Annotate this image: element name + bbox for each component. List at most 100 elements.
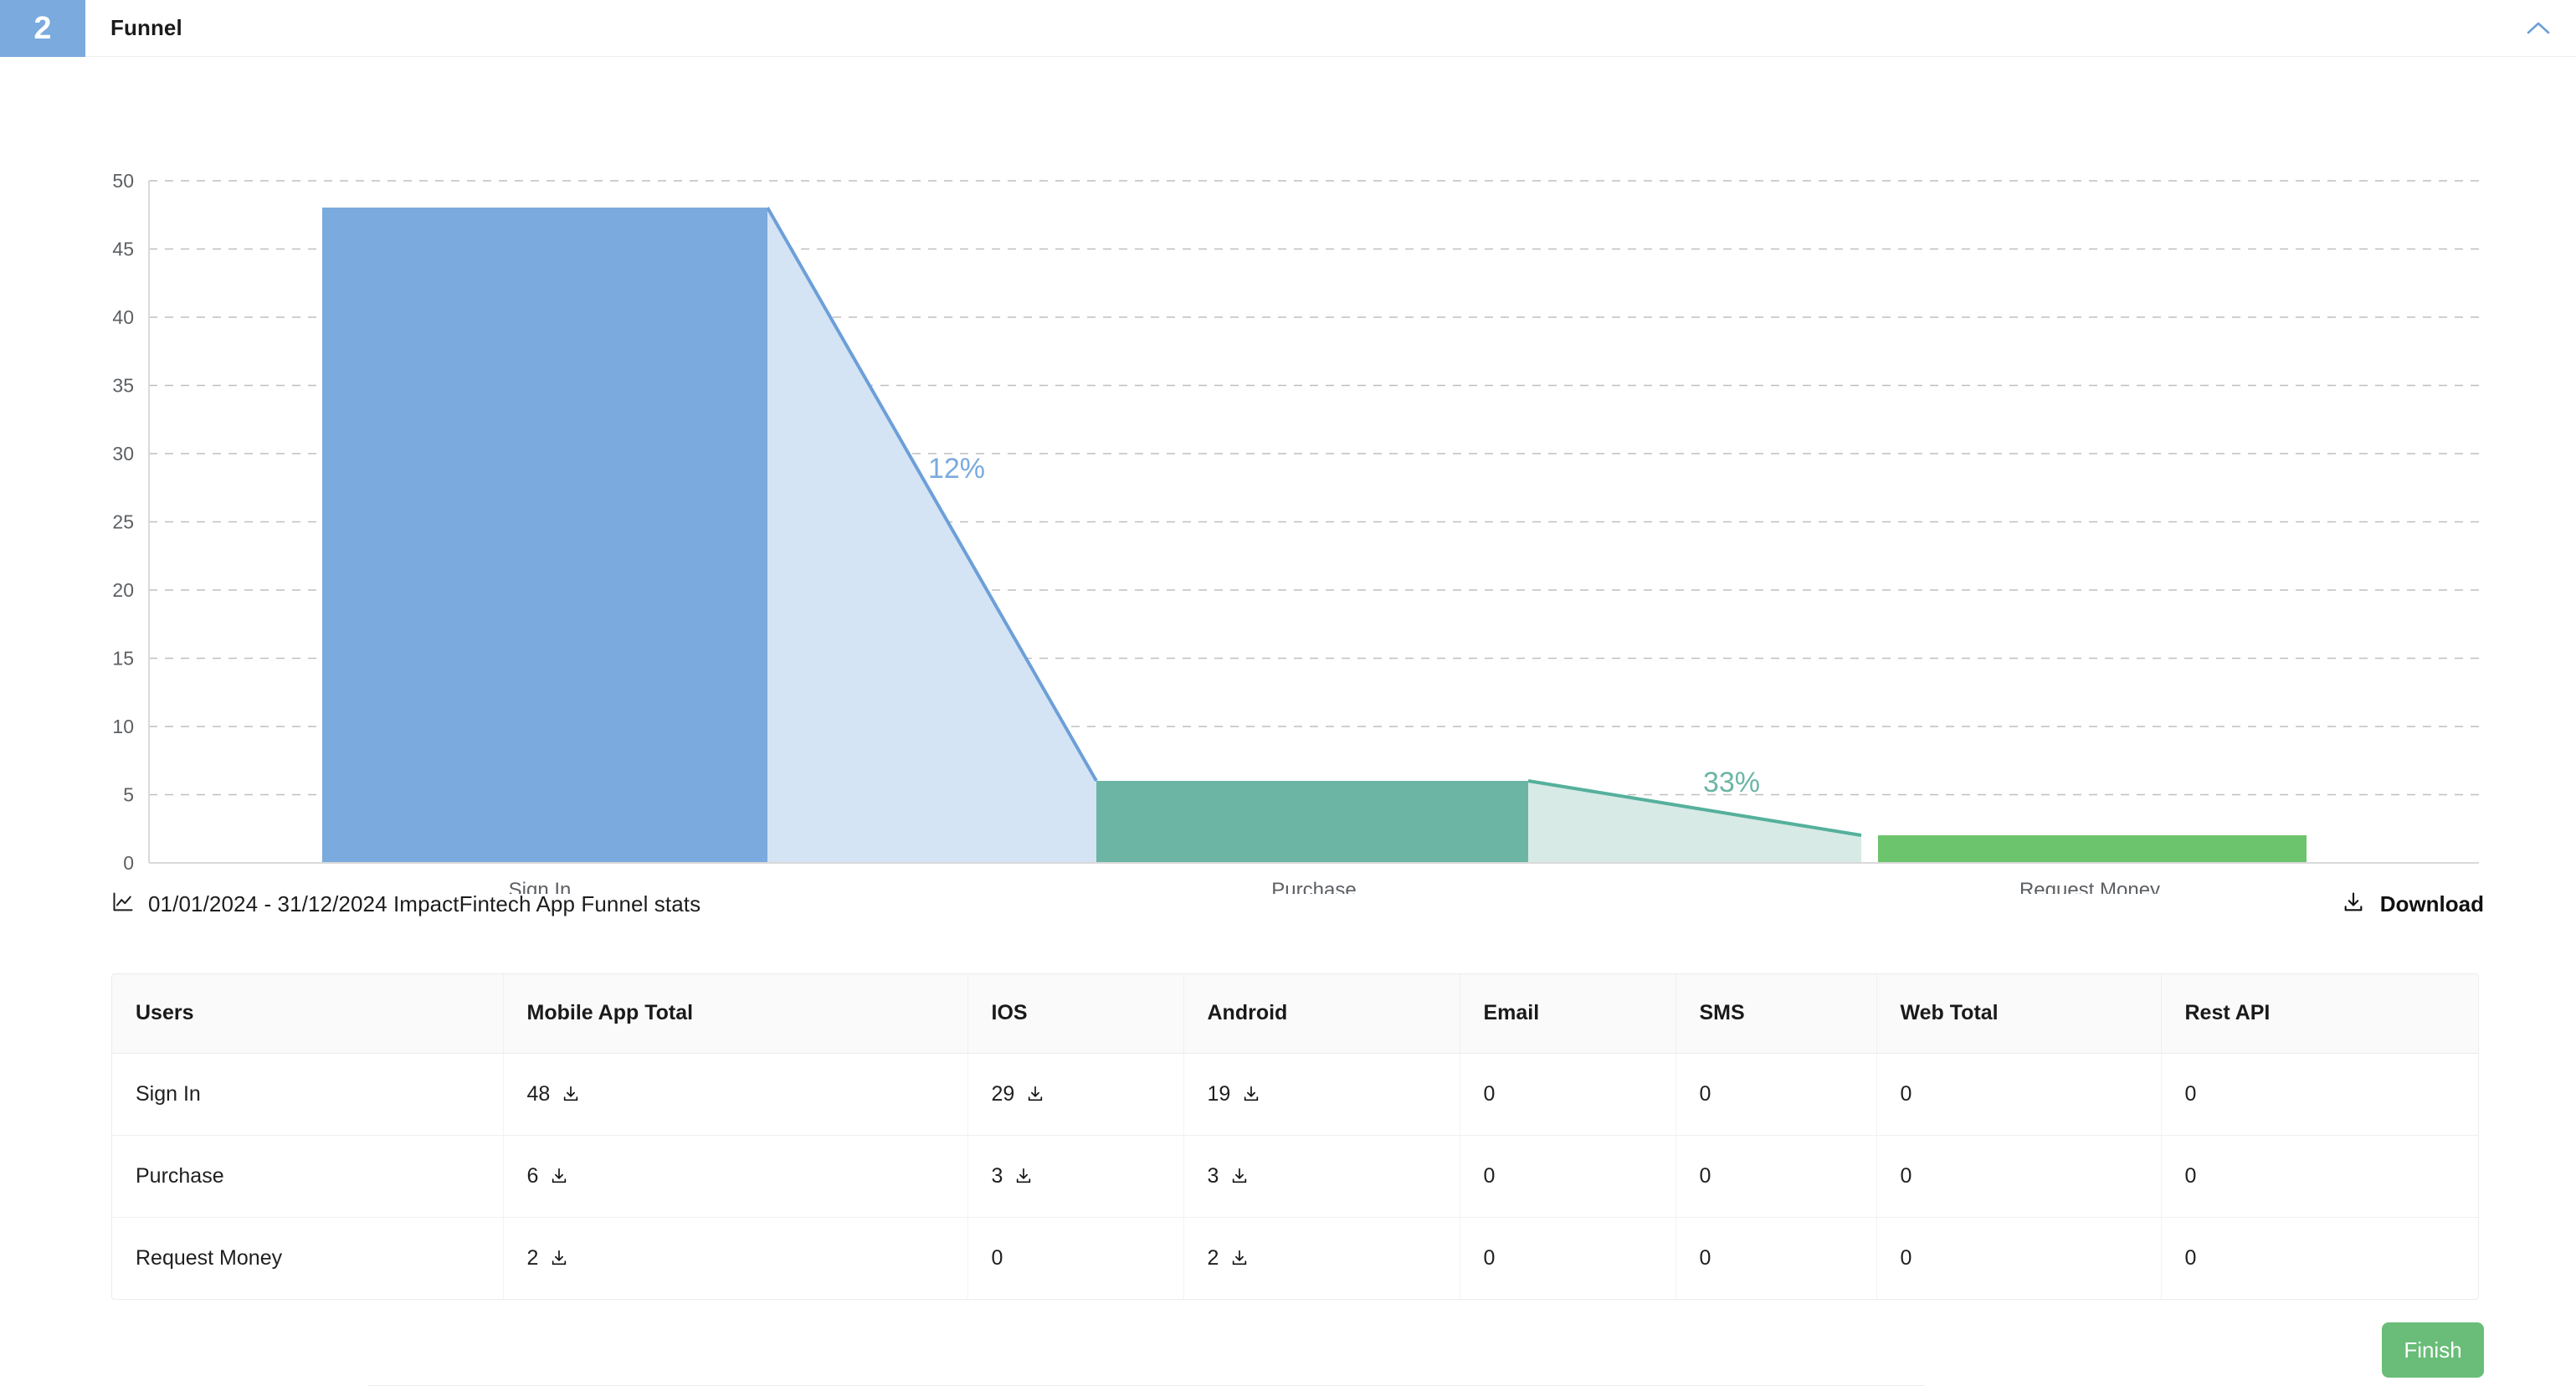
column-header-users: Users bbox=[112, 974, 504, 1054]
cell-value: 0 bbox=[2184, 1245, 2197, 1270]
column-header-mobile-app-total: Mobile App Total bbox=[503, 974, 968, 1054]
funnel-connector-purchase-requestmoney bbox=[1528, 781, 1861, 863]
y-tick-15: 15 bbox=[112, 648, 134, 670]
cell-sms: 0 bbox=[1675, 1053, 1877, 1136]
conversion-label-12: 12% bbox=[928, 453, 985, 485]
cell-users: Sign In bbox=[112, 1053, 504, 1136]
cell-value: 0 bbox=[1483, 1163, 1496, 1188]
finish-button[interactable]: Finish bbox=[2382, 1322, 2484, 1378]
y-tick-50: 50 bbox=[112, 170, 134, 192]
cell-users: Request Money bbox=[112, 1217, 504, 1299]
cell-value: 2 bbox=[1207, 1245, 1219, 1270]
cell-value: 0 bbox=[991, 1245, 1003, 1270]
chart-date-range-and-description: 01/01/2024 - 31/12/2024 ImpactFintech Ap… bbox=[148, 891, 701, 916]
funnel-bar-purchase[interactable] bbox=[1096, 781, 1528, 863]
table-row: Purchase 6 3 3 0 0 0 0 bbox=[112, 1135, 2478, 1218]
y-tick-45: 45 bbox=[112, 239, 134, 260]
line-chart-icon bbox=[111, 891, 135, 918]
cell-web-total: 0 bbox=[1876, 1135, 2162, 1218]
cell-download-icon[interactable] bbox=[1230, 1249, 1249, 1267]
cell-download-icon[interactable] bbox=[550, 1249, 568, 1267]
collapse-panel-button[interactable] bbox=[2501, 0, 2576, 56]
y-tick-5: 5 bbox=[123, 784, 134, 806]
cell-web-total: 0 bbox=[1876, 1217, 2162, 1299]
cell-download-icon[interactable] bbox=[550, 1167, 568, 1185]
column-header-rest-api: Rest API bbox=[2161, 974, 2478, 1054]
panel-footer: Finish bbox=[0, 1314, 2576, 1386]
cell-ios: 0 bbox=[967, 1217, 1184, 1299]
cell-sms: 0 bbox=[1675, 1217, 1877, 1299]
x-label-request-money: Request Money bbox=[2019, 879, 2160, 894]
download-button-label: Download bbox=[2379, 891, 2484, 916]
column-header-sms: SMS bbox=[1675, 974, 1877, 1054]
cell-android: 2 bbox=[1183, 1217, 1460, 1299]
y-tick-40: 40 bbox=[112, 306, 134, 328]
cell-ios: 3 bbox=[967, 1135, 1184, 1218]
cell-download-icon[interactable] bbox=[1230, 1167, 1249, 1185]
cell-value: 0 bbox=[2184, 1163, 2197, 1188]
cell-value: 0 bbox=[1699, 1245, 1711, 1270]
y-tick-25: 25 bbox=[112, 511, 134, 533]
cell-mobile-app-total: 48 bbox=[503, 1053, 968, 1136]
cell-download-icon[interactable] bbox=[562, 1085, 580, 1103]
download-icon bbox=[2342, 891, 2365, 918]
cell-android: 3 bbox=[1183, 1135, 1460, 1218]
chart-meta-row: 01/01/2024 - 31/12/2024 ImpactFintech Ap… bbox=[0, 875, 2576, 933]
funnel-connector-line-1 bbox=[766, 207, 1098, 782]
panel-header: 2 Funnel bbox=[0, 0, 2576, 57]
cell-email: 0 bbox=[1460, 1217, 1676, 1299]
cell-mobile-app-total: 6 bbox=[503, 1135, 968, 1218]
cell-value: 0 bbox=[1699, 1163, 1711, 1188]
cell-email: 0 bbox=[1460, 1053, 1676, 1136]
cell-value: 0 bbox=[1900, 1245, 1912, 1270]
column-header-ios: IOS bbox=[967, 974, 1184, 1054]
cell-rest-api: 0 bbox=[2161, 1135, 2478, 1218]
step-number-text: 2 bbox=[33, 11, 52, 46]
step-number-badge: 2 bbox=[0, 0, 85, 57]
table-row: Request Money 2 0 2 0 0 0 0 bbox=[112, 1217, 2478, 1299]
cell-download-icon[interactable] bbox=[1014, 1167, 1033, 1185]
cell-value: 6 bbox=[526, 1163, 539, 1188]
cell-android: 19 bbox=[1183, 1053, 1460, 1136]
cell-value: 0 bbox=[1900, 1081, 1912, 1106]
conversion-label-33: 33% bbox=[1703, 767, 1760, 798]
cell-web-total: 0 bbox=[1876, 1053, 2162, 1136]
funnel-connector-signin-purchase bbox=[767, 208, 1096, 863]
cell-value: 29 bbox=[991, 1081, 1015, 1106]
cell-download-icon[interactable] bbox=[1026, 1085, 1044, 1103]
cell-value: 0 bbox=[1483, 1245, 1496, 1270]
funnel-bar-sign-in[interactable] bbox=[322, 208, 767, 863]
y-tick-35: 35 bbox=[112, 375, 134, 397]
cell-sms: 0 bbox=[1675, 1135, 1877, 1218]
cell-value: Purchase bbox=[136, 1163, 224, 1188]
cell-email: 0 bbox=[1460, 1135, 1676, 1218]
funnel-connector-line-2 bbox=[1527, 779, 1862, 837]
cell-value: Sign In bbox=[136, 1081, 201, 1106]
column-header-web-total: Web Total bbox=[1876, 974, 2162, 1054]
table-header-row: Users Mobile App Total IOS Android Email… bbox=[112, 974, 2478, 1054]
y-tick-30: 30 bbox=[112, 443, 134, 465]
column-header-android: Android bbox=[1183, 974, 1460, 1054]
cell-value: 3 bbox=[1207, 1163, 1219, 1188]
cell-rest-api: 0 bbox=[2161, 1217, 2478, 1299]
cell-rest-api: 0 bbox=[2161, 1053, 2478, 1136]
page-title-text: Funnel bbox=[110, 15, 182, 40]
funnel-bar-request-money[interactable] bbox=[1878, 835, 2307, 863]
y-tick-10: 10 bbox=[112, 716, 134, 737]
funnel-chart-svg: 50 45 40 35 30 25 20 15 10 5 0 bbox=[112, 170, 2479, 894]
x-label-purchase: Purchase bbox=[1271, 879, 1356, 894]
cell-value: 0 bbox=[1699, 1081, 1711, 1106]
cell-ios: 29 bbox=[967, 1053, 1184, 1136]
cell-value: 0 bbox=[2184, 1081, 2197, 1106]
page-title: Funnel bbox=[85, 0, 2501, 56]
cell-value: 3 bbox=[991, 1163, 1003, 1188]
cell-value: 0 bbox=[1900, 1163, 1912, 1188]
y-tick-0: 0 bbox=[123, 852, 134, 874]
download-button[interactable]: Download bbox=[2342, 891, 2484, 918]
cell-download-icon[interactable] bbox=[1242, 1085, 1260, 1103]
cell-value: Request Money bbox=[136, 1245, 283, 1270]
chart-meta-info: 01/01/2024 - 31/12/2024 ImpactFintech Ap… bbox=[111, 891, 700, 918]
column-header-email: Email bbox=[1460, 974, 1676, 1054]
cell-value: 0 bbox=[1483, 1081, 1496, 1106]
